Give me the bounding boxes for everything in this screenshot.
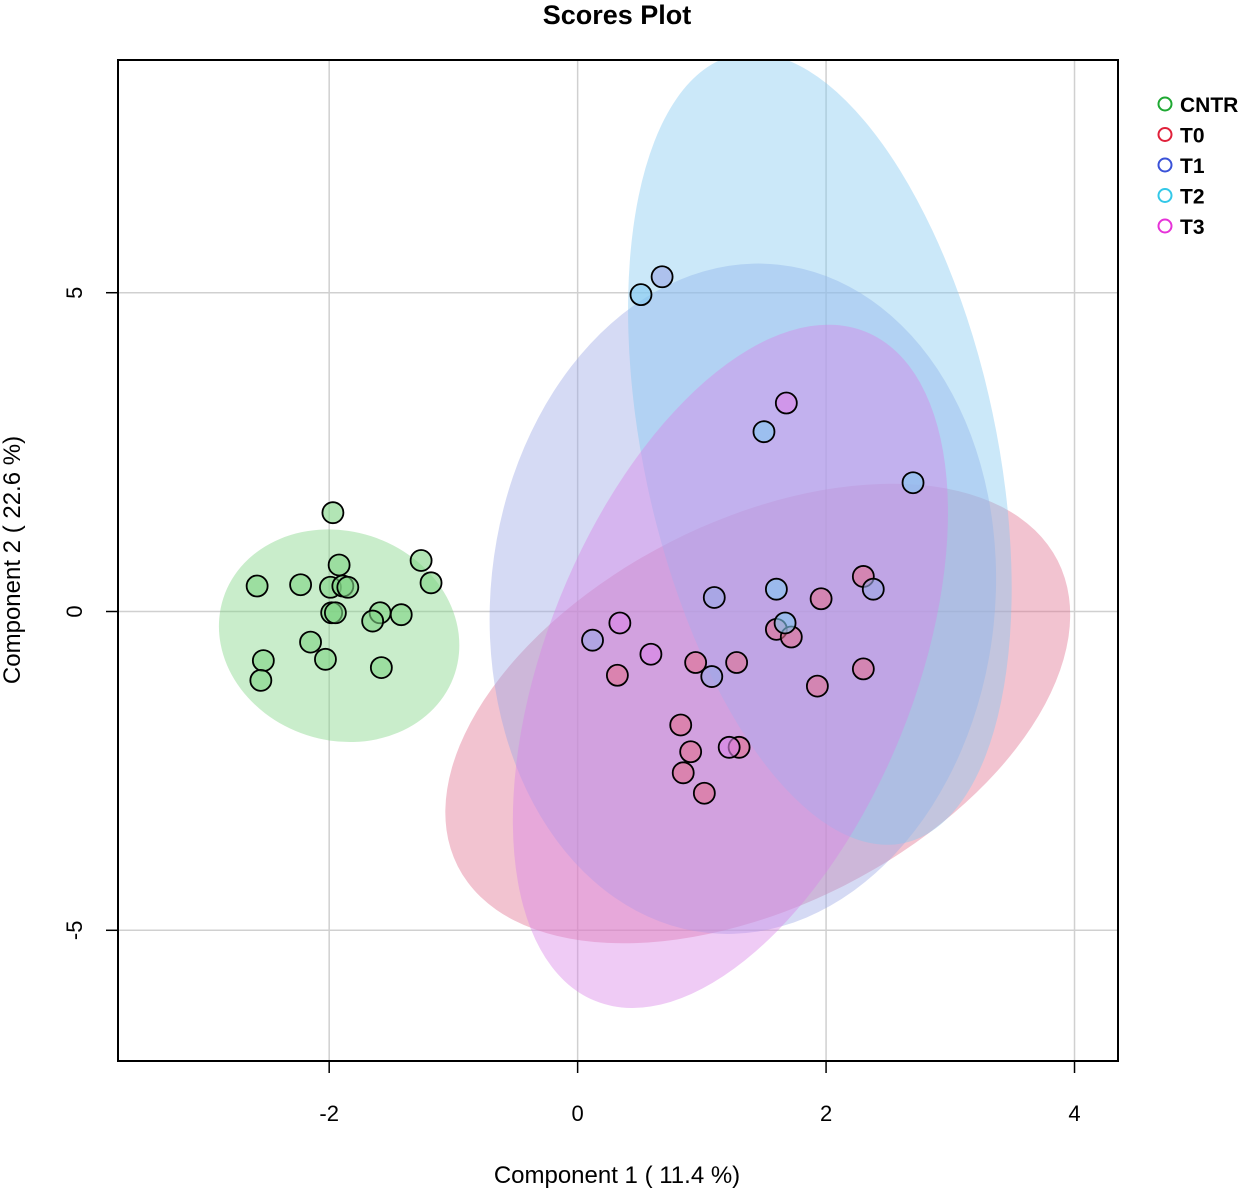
y-tick-label: -5 [62,921,87,941]
point-cntr [389,603,413,627]
point-t3 [717,735,741,759]
point-cntr [327,553,351,577]
point-t0 [605,663,629,687]
point-cntr [409,549,433,572]
point-t2 [629,283,653,307]
legend-marker-cntr [1157,96,1173,112]
point-cntr [249,668,273,692]
ellipse-cntr [218,529,460,743]
legend-label-t1: T1 [1180,155,1205,178]
point-cntr [419,571,443,595]
point-cntr [251,649,275,672]
point-t0 [851,657,875,681]
point-t0 [809,587,833,611]
point-cntr [321,501,345,525]
ellipse-t1 [489,263,997,934]
point-t1 [650,265,674,289]
point-cntr [361,609,385,633]
x-axis-label: Component 1 ( 11.4 %) [494,1162,740,1189]
point-t3 [608,611,632,635]
score-points [245,265,925,805]
legend: CNTR T0 T1 T2 T3 [1157,94,1238,239]
grid-lines [118,60,1118,1061]
point-t0 [679,740,703,764]
point-t0 [669,713,693,737]
confidence-ellipses [218,60,1071,1008]
x-tick-label: 4 [1068,1101,1080,1126]
point-cntr [369,656,393,680]
point-cntr [323,601,347,625]
point-t0 [692,781,716,805]
point-cntr [289,573,313,597]
chart-title: Scores Plot [543,0,692,30]
x-tick-label: -2 [319,1101,339,1126]
y-tick-label: 0 [62,605,87,617]
point-t1 [581,628,604,652]
x-tick-label: 0 [572,1101,584,1126]
legend-label-t2: T2 [1180,186,1205,209]
point-t2 [901,471,925,495]
legend-marker-t1 [1157,157,1173,173]
point-t2 [752,420,776,444]
x-tick-label: 2 [820,1101,832,1126]
point-t3 [639,642,663,666]
point-t0 [805,674,829,698]
y-tick-label: 5 [62,287,87,299]
legend-marker-t3 [1157,218,1173,234]
point-t0 [671,761,695,785]
point-t1 [700,665,724,688]
y-axis-ticks: -5 0 5 [62,287,119,941]
point-cntr [245,574,269,598]
x-axis-ticks: -2 0 2 4 [319,1060,1081,1126]
point-t2 [773,611,797,635]
y-axis-label: Component 2 ( 22.6 %) [0,436,26,684]
point-cntr [314,647,337,671]
point-t0 [684,651,708,674]
point-t1 [702,586,726,609]
point-t0 [725,651,749,674]
point-t3 [774,391,798,415]
legend-label-t3: T3 [1180,216,1205,239]
legend-label-cntr: CNTR [1180,94,1238,117]
point-t1 [861,577,885,601]
ellipse-t0 [445,483,1071,944]
legend-label-t0: T0 [1180,125,1205,148]
point-cntr [336,575,360,599]
legend-marker-t2 [1157,188,1173,203]
point-cntr [299,630,322,654]
ellipse-t2 [628,60,1012,845]
point-t2 [764,577,788,601]
legend-marker-t0 [1157,127,1173,142]
